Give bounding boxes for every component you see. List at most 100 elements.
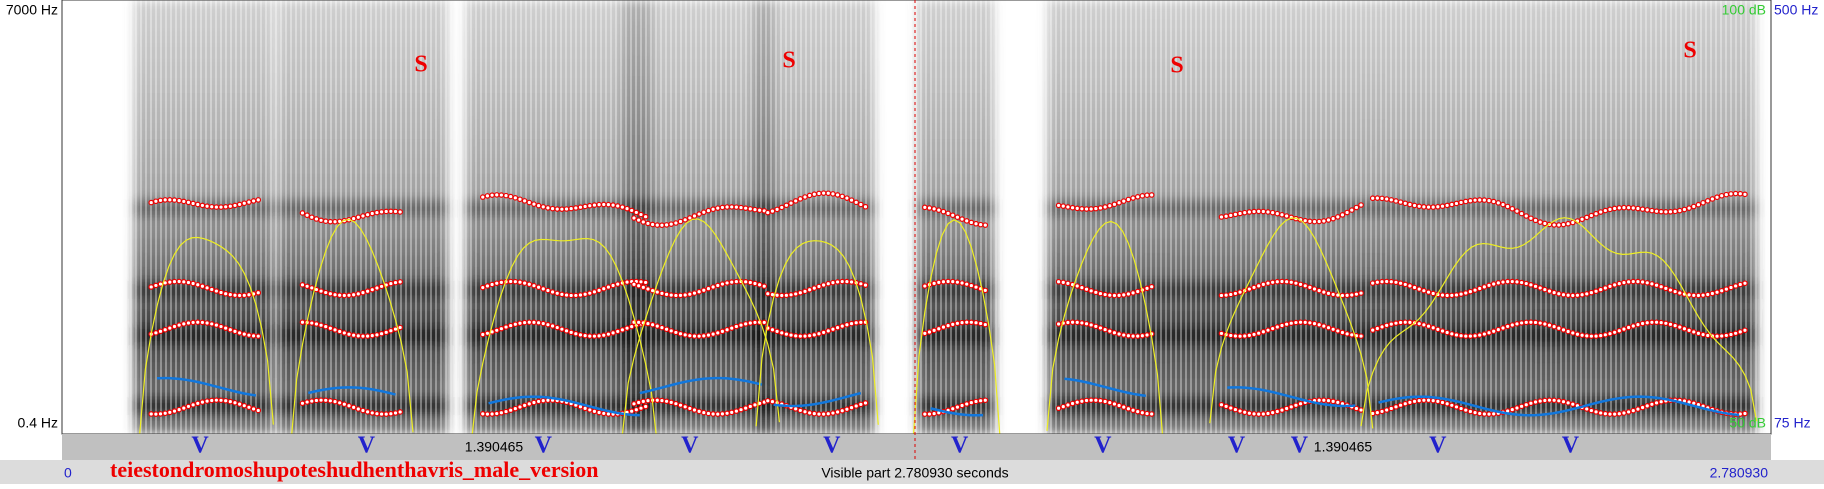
formant-point	[1690, 329, 1697, 335]
vowel-mark: V	[1228, 433, 1246, 459]
formant-point	[1218, 214, 1225, 220]
formant-point	[1732, 283, 1739, 289]
formant-point	[1260, 281, 1267, 288]
formant-point	[1279, 322, 1285, 329]
formant-point	[1321, 397, 1327, 404]
formant-point	[624, 205, 630, 212]
formant-point	[1467, 333, 1474, 339]
start-time: 0	[64, 465, 72, 481]
formant-point	[858, 401, 864, 408]
formant-point	[825, 280, 832, 287]
formant-point	[1690, 203, 1697, 210]
formant-point	[308, 214, 315, 221]
formant-point	[378, 209, 385, 215]
formant-point	[1134, 408, 1141, 415]
formant-point	[1486, 282, 1492, 289]
formant-point	[1269, 409, 1276, 416]
formant-point	[1453, 200, 1460, 207]
formant-point	[1288, 279, 1295, 286]
formant-point	[213, 204, 220, 210]
formant-point	[940, 208, 947, 215]
formant-point	[1148, 192, 1155, 198]
formant-point	[1537, 285, 1544, 291]
formant-point	[1430, 290, 1436, 297]
formant-point	[397, 209, 403, 215]
formant-point	[1265, 410, 1271, 417]
formant-point	[645, 397, 651, 404]
formant-point	[236, 292, 243, 299]
formant-point	[1737, 281, 1744, 288]
formant-point	[204, 203, 210, 210]
formant-point	[977, 397, 984, 404]
formant-point	[631, 215, 637, 221]
formant-point	[322, 323, 329, 330]
formant-point	[931, 410, 937, 417]
formant-point	[1649, 401, 1655, 408]
formant-point	[1293, 319, 1299, 326]
formant-point	[526, 281, 533, 288]
formant-point	[1695, 330, 1702, 337]
formant-point	[668, 221, 675, 227]
formant-point	[549, 289, 556, 295]
formant-point	[1742, 280, 1748, 287]
formant-point	[700, 287, 707, 294]
formant-point	[1279, 211, 1285, 218]
formant-point	[619, 327, 626, 333]
formant-point	[963, 401, 970, 407]
voicing-stripes	[62, 0, 1771, 434]
formant-point	[1425, 323, 1432, 330]
formant-point	[1130, 195, 1136, 201]
spectrogram	[62, 0, 1771, 445]
formant-point	[185, 320, 192, 326]
formant-point	[1279, 278, 1285, 285]
formant-point	[596, 409, 602, 416]
formant-point	[1532, 217, 1539, 224]
formant-point	[1325, 290, 1332, 297]
formant-point	[1274, 278, 1281, 285]
formant-point	[148, 199, 155, 206]
formant-point	[1421, 287, 1427, 294]
formant-point	[521, 198, 528, 204]
formant-point	[1593, 288, 1599, 295]
formant-point	[788, 200, 794, 206]
formant-point	[1690, 292, 1697, 299]
formant-point	[635, 217, 642, 223]
formant-point	[1369, 280, 1376, 286]
formant-point	[1565, 400, 1571, 406]
formant-point	[1407, 201, 1413, 208]
formant-point	[1093, 205, 1099, 212]
formant-point	[1079, 206, 1085, 212]
formant-point	[1579, 216, 1585, 223]
formant-point	[1358, 407, 1364, 413]
formant-point	[1569, 401, 1576, 408]
formant-point	[327, 290, 334, 297]
formant-point	[1144, 410, 1150, 417]
formant-point	[982, 321, 989, 328]
formant-point	[554, 206, 561, 212]
formant-point	[1546, 397, 1553, 403]
formant-point	[1607, 411, 1613, 417]
formant-point	[922, 411, 928, 417]
formant-point	[208, 321, 215, 327]
formant-point	[521, 402, 528, 409]
formant-point	[1397, 319, 1404, 326]
formant-point	[1079, 284, 1085, 291]
formant-point	[1653, 319, 1660, 326]
formant-point	[181, 279, 187, 285]
formant-point	[738, 406, 744, 413]
formant-point	[1444, 202, 1450, 209]
formant-point	[1542, 220, 1548, 227]
formant-point	[369, 286, 376, 293]
formant-point	[954, 214, 961, 220]
formant-point	[1542, 397, 1548, 404]
formant-point	[614, 328, 621, 335]
formant-point	[1616, 410, 1623, 417]
formant-point	[218, 397, 224, 404]
formant-point	[1065, 280, 1071, 287]
formant-point	[973, 398, 979, 405]
formant-point	[227, 326, 234, 333]
formant-point	[1453, 332, 1460, 338]
formant-point	[318, 322, 324, 328]
formant-point	[1551, 397, 1557, 404]
formant-point	[1695, 292, 1702, 299]
